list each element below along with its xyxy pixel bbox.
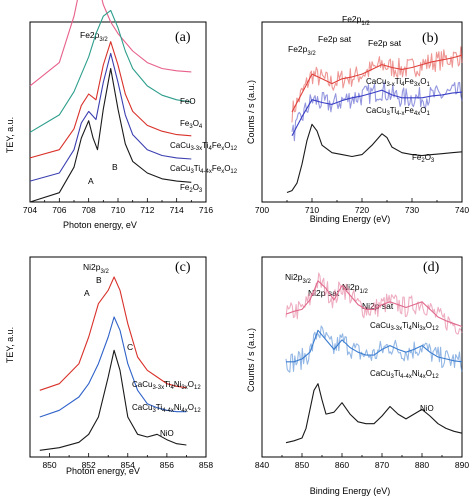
series-label-feo: FeO	[180, 97, 196, 106]
series-line-cacu3ti4-4xni4xo12	[39, 316, 187, 418]
panel-c-title: Ni2p3/2	[83, 262, 109, 275]
panel-b: (b) Fe2p3/2 Fe2p sat Fe2p1/2 Fe2p sat 70…	[246, 14, 469, 224]
x-tick-label: 850	[295, 460, 309, 470]
panel-b-ylabel: Counts / s (a.u.)	[246, 80, 256, 144]
x-tick-label: 850	[42, 460, 56, 470]
panel-b-xlabel: Binding Energy (eV)	[310, 214, 391, 224]
annotation-c-peak-b: B	[96, 275, 102, 285]
series-line-fe2o3	[29, 67, 192, 203]
x-tick-label: 712	[140, 205, 154, 215]
panel-c-ylabel: TEY, a.u.	[5, 327, 15, 363]
series-label-nio-c: NiO	[160, 429, 174, 438]
x-tick-label: 700	[255, 205, 269, 215]
panel-c: (c) Ni2p3/2 850 852 854 856 858 A B C CaCu3-…	[5, 256, 213, 476]
annotation-c-peak-a: A	[84, 288, 90, 298]
series-label-d-blue: CaCu3Ti4-4xNi4xO12	[370, 369, 439, 380]
annotation-a-peak-b: B	[112, 162, 118, 172]
x-tick-label: 856	[160, 460, 174, 470]
x-tick-label: 710	[305, 205, 319, 215]
panel-c-xlabel: Photon energy, eV	[66, 466, 140, 476]
plot-c: 850 852 854 856 858	[29, 256, 213, 470]
series-label-d-pink: CaCu3-3xTi4Ni3xO12	[370, 321, 439, 332]
series-label-fe3o4: Fe3O4	[180, 119, 203, 130]
panel-a: (a) Fe2p3/2 704 706 708 710 712 714 716 FeO Fe…	[5, 0, 238, 230]
x-tick-label: 854	[121, 460, 135, 470]
annotation-b-fe2p12: Fe2p1/2	[342, 14, 370, 27]
annotation-d-sat2: Ni2p sat	[362, 301, 394, 311]
panel-a-ylabel: TEY, a.u.	[5, 117, 15, 153]
x-tick-label: 708	[82, 205, 96, 215]
plot-b: 700 710 720 730 740	[255, 21, 469, 215]
panel-a-label: (a)	[175, 30, 191, 45]
series-raw-data	[285, 272, 463, 335]
annotation-b-fe2p32: Fe2p3/2	[288, 44, 316, 57]
panel-d-label: (d)	[423, 260, 440, 275]
annotation-c-peak-c: C	[127, 342, 133, 352]
series-raw-data	[291, 81, 463, 142]
series-label-fe2o3-b: Fe2O3	[412, 153, 435, 164]
panel-d-ylabel: Counts / s (a.u.)	[246, 328, 256, 392]
annotation-a-peak-a: A	[88, 176, 94, 186]
panel-a-xlabel: Photon energy, eV	[63, 220, 137, 230]
x-tick-label: 880	[415, 460, 429, 470]
x-tick-label: 840	[255, 460, 269, 470]
series-label-b-red: CaCu3-xTi4Fe3xO1	[366, 77, 430, 88]
annotation-b-sat1: Fe2p sat	[318, 34, 352, 44]
panel-d: (d) Ni2p3/2 Ni2p sat Ni2p1/2 Ni2p sat 84…	[246, 256, 469, 496]
panel-c-label: (c)	[175, 260, 191, 275]
panel-d-xlabel: Binding Energy (eV)	[310, 486, 391, 496]
series-raw-data	[285, 325, 463, 373]
series-line-cacu3-3xti4ni3xo12	[285, 280, 463, 328]
series-label-nio-d: NiO	[420, 404, 434, 413]
series-line-cacu3ti4-4xni4xo12	[286, 329, 463, 363]
x-tick-label: 706	[52, 205, 66, 215]
x-tick-label: 720	[355, 205, 369, 215]
panel-b-label: (b)	[422, 31, 439, 46]
x-tick-label: 704	[23, 205, 37, 215]
series-line-fe2o3	[286, 123, 463, 194]
series-line-nio	[39, 349, 187, 451]
x-tick-label: 716	[199, 205, 213, 215]
series-line-nio	[285, 383, 463, 444]
series-label-b-blue: CaCu3Ti4-xFe4xO1	[366, 106, 430, 117]
annotation-d-ni2p32: Ni2p3/2	[285, 272, 311, 285]
series-label-c-blue: CaCu3Ti4-4xNi4xO12	[132, 403, 201, 414]
x-tick-label: 710	[111, 205, 125, 215]
x-tick-label: 890	[455, 460, 469, 470]
series-label-cacu3ti4-4x: CaCu3Ti4-4xFexO12	[170, 164, 238, 175]
plot-frame-0	[29, 21, 207, 203]
annotation-d-sat1: Ni2p sat	[308, 288, 340, 298]
series-line-cacu3-3xti4fexo12	[29, 41, 192, 159]
series-line-cacu3ti4-4xfexo12	[29, 52, 192, 182]
plot-d: 840 850 860 870 880 890	[255, 256, 469, 470]
x-tick-label: 730	[405, 205, 419, 215]
x-tick-label: 870	[375, 460, 389, 470]
series-line-fe3o4	[29, 9, 192, 133]
plot-a: 704 706 708 710 712 714 716	[23, 0, 213, 215]
series-line-cacu3-xti4fe3xo1	[291, 54, 463, 113]
annotation-b-sat2: Fe2p sat	[368, 38, 402, 48]
x-tick-label: 714	[170, 205, 184, 215]
x-tick-label: 852	[82, 460, 96, 470]
x-tick-label: 858	[199, 460, 213, 470]
series-line-cacu3-3xti4ni3xo12	[39, 276, 187, 391]
series-label-c-red: CaCu3-3xTi4Ni3xO12	[132, 380, 201, 391]
plot-frame-2	[29, 256, 207, 458]
x-tick-label: 860	[335, 460, 349, 470]
series-line-cacu3ti4-xfe4xo1	[291, 89, 463, 136]
series-label-fe2o3-a: Fe2O3	[180, 183, 203, 194]
series-label-cacu3-3x: CaCu3-3xTi4FexO12	[170, 141, 238, 152]
x-tick-label: 740	[455, 205, 469, 215]
